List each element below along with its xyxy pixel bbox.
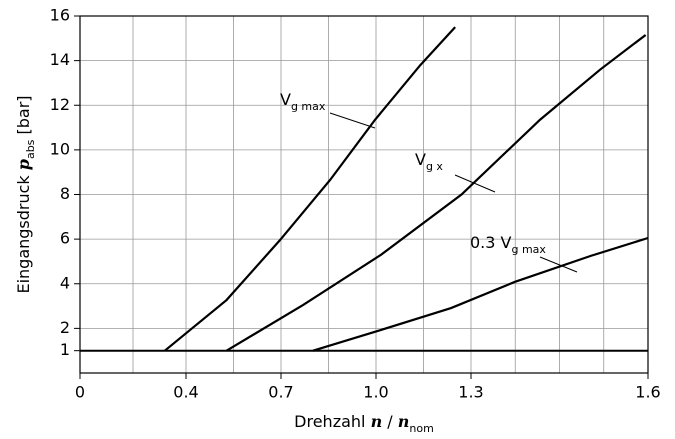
- series-label: Vg x: [415, 150, 443, 173]
- ylabel-part: [bar]: [14, 95, 33, 139]
- y-axis-label: Eingangsdruck pabs [bar]: [14, 95, 37, 293]
- y-tick-label: 6: [60, 229, 70, 248]
- line-series: [312, 236, 649, 352]
- leader-line: [329, 112, 376, 129]
- x-axis-label: Drehzahl n / nnom: [294, 412, 434, 435]
- x-tick-label: 0.4: [173, 383, 198, 402]
- x-tick-label: 0.7: [268, 383, 293, 402]
- series-label-main: 0.3 V: [470, 233, 512, 252]
- y-tick-label: 4: [60, 273, 70, 292]
- y-tick-label: 14: [50, 50, 70, 69]
- leader-line: [539, 256, 578, 273]
- y-tick-label: 12: [50, 95, 70, 114]
- series-label-sub: g x: [426, 160, 443, 173]
- y-tick-label: 8: [60, 184, 70, 203]
- y-tick-label: 2: [60, 318, 70, 337]
- xlabel-part: n: [398, 412, 410, 431]
- series-label-main: V: [415, 150, 426, 169]
- ylabel-part: p: [14, 159, 33, 170]
- xlabel-part: Drehzahl: [294, 412, 370, 431]
- line-series: [164, 26, 456, 352]
- series-label-sub: g max: [291, 100, 326, 113]
- xlabel-part: n: [371, 412, 383, 431]
- xlabel-part: /: [382, 412, 398, 431]
- leader-line: [454, 174, 496, 193]
- series-label: 0.3 Vg max: [470, 233, 546, 256]
- ylabel-part: abs: [24, 139, 37, 159]
- y-tick-label: 10: [50, 139, 70, 158]
- series-label-main: V: [280, 90, 291, 109]
- line-series: [225, 34, 647, 352]
- x-tick-label: 0: [75, 383, 85, 402]
- x-tick-label: 1.3: [458, 383, 483, 402]
- ylabel-part: Eingangsdruck: [14, 170, 33, 293]
- series-label: Vg max: [280, 90, 326, 113]
- x-tick-label: 1.6: [635, 383, 660, 402]
- y-tick-label: 1: [60, 340, 70, 359]
- xlabel-part: nom: [409, 422, 433, 435]
- plot-frame: [79, 15, 649, 374]
- y-tick-label: 16: [50, 6, 70, 25]
- x-tick-label: 1.0: [363, 383, 388, 402]
- series-label-sub: g max: [511, 243, 546, 256]
